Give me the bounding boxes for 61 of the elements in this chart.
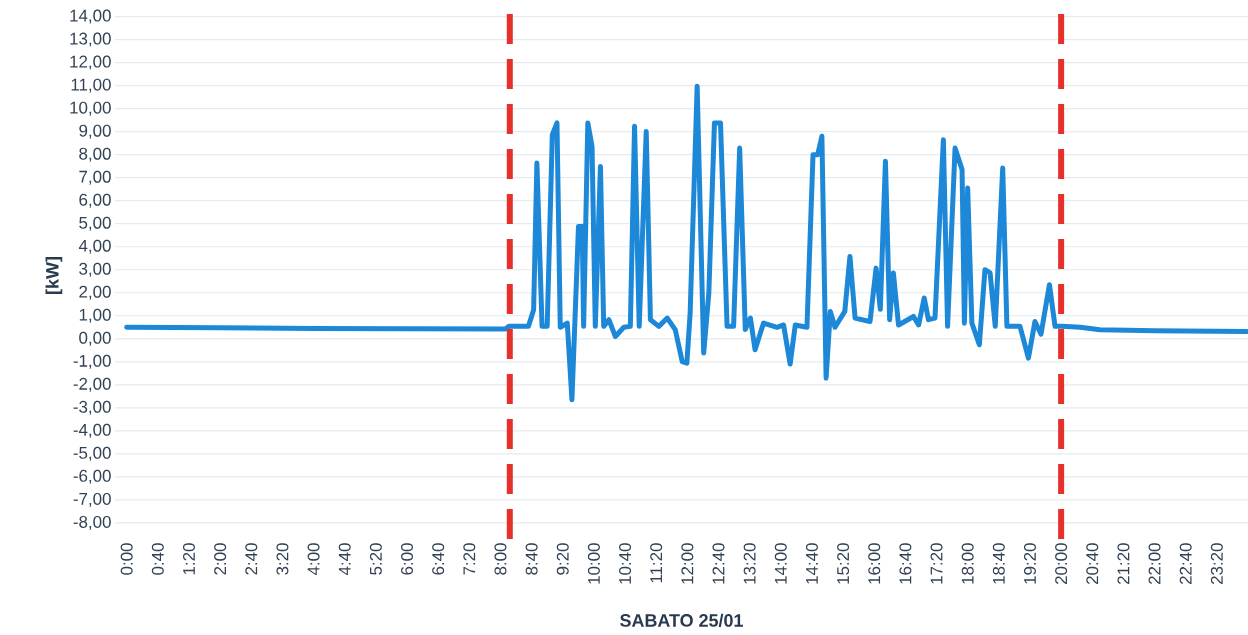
x-tick-label: 21:20: [1117, 543, 1130, 585]
x-tick-label: 13:20: [743, 543, 756, 584]
y-tick-label: -5,00: [73, 446, 111, 461]
y-tick-label: 4,00: [78, 239, 111, 254]
x-tick-label: 22:40: [1179, 543, 1192, 585]
y-tick-label: 7,00: [79, 170, 111, 185]
x-tick-label: 23:20: [1210, 543, 1223, 585]
x-tick-label: 6:00: [401, 543, 414, 575]
y-tick-label: 3,00: [79, 262, 111, 277]
y-tick-label: -2,00: [73, 377, 111, 392]
y-tick-label: -6,00: [73, 469, 111, 484]
y-tick-label: 6,00: [79, 193, 111, 208]
x-axis-title: SABATO 25/01: [620, 613, 743, 628]
x-tick-label: 0:00: [120, 543, 133, 575]
x-tick-label: 7:20: [463, 543, 476, 575]
y-tick-label: 12,00: [70, 55, 111, 70]
x-tick-label: 16:00: [868, 543, 881, 584]
y-axis-title: [kW]: [45, 257, 63, 294]
x-tick-label: 14:00: [774, 543, 787, 584]
y-tick-label: 2,00: [79, 285, 111, 300]
x-tick-label: 8:40: [525, 543, 538, 575]
x-tick-label: 2:40: [245, 543, 258, 575]
y-tick-label: 0,00: [79, 331, 111, 346]
x-tick-label: 15:20: [837, 543, 850, 584]
x-tick-label: 17:20: [930, 543, 943, 584]
x-tick-label: 10:40: [619, 543, 632, 584]
x-tick-label: 14:40: [805, 543, 818, 584]
x-tick-label: 12:00: [681, 543, 694, 584]
y-tick-label: 5,00: [79, 216, 111, 231]
x-tick-label: 16:40: [899, 543, 912, 584]
x-tick-label: 20:40: [1086, 543, 1099, 585]
x-tick-label: 10:00: [587, 543, 600, 584]
x-tick-label: 3:20: [276, 543, 289, 575]
x-tick-label: 5:20: [369, 543, 382, 575]
x-tick-label: 20:00: [1055, 543, 1068, 585]
y-tick-label: 11,00: [71, 78, 111, 93]
x-tick-label: 0:40: [151, 543, 164, 575]
y-tick-label: -7,00: [73, 492, 111, 507]
y-tick-label: 9,00: [79, 124, 111, 139]
y-tick-label: 1,00: [79, 308, 111, 323]
x-tick-label: 4:00: [307, 543, 320, 576]
y-tick-label: 13,00: [70, 32, 111, 47]
y-tick-label: -3,00: [73, 400, 111, 415]
x-tick-label: 19:20: [1023, 543, 1036, 584]
x-tick-label: 8:00: [494, 543, 507, 575]
y-tick-label: -8,00: [73, 515, 111, 530]
y-tick-label: -4,00: [73, 423, 111, 438]
x-tick-label: 1:20: [182, 543, 195, 575]
x-tick-label: 6:40: [432, 543, 445, 575]
y-tick-label: -1,00: [73, 354, 111, 369]
x-tick-label: 12:40: [712, 543, 725, 584]
x-tick-label: 4:40: [338, 543, 351, 576]
x-tick-label: 9:20: [556, 543, 569, 575]
x-tick-label: 22:00: [1148, 543, 1161, 585]
x-tick-label: 2:00: [214, 543, 227, 575]
y-tick-label: 10,00: [70, 101, 111, 116]
x-tick-label: 18:40: [992, 543, 1005, 584]
x-tick-label: 11:20: [650, 543, 663, 583]
x-tick-label: 18:00: [961, 543, 974, 584]
y-tick-label: 8,00: [79, 147, 111, 162]
y-tick-label: 14,00: [70, 9, 111, 24]
